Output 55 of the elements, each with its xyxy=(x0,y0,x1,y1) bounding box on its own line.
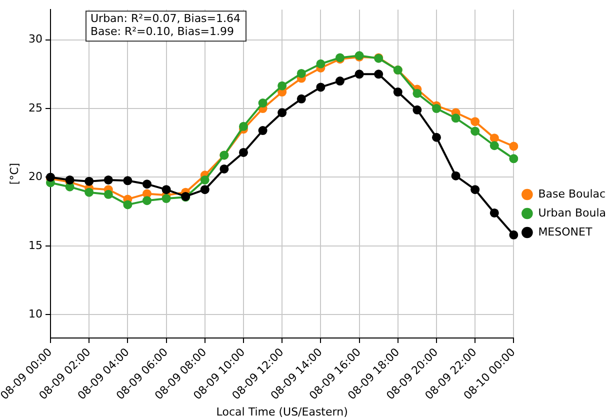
point xyxy=(374,70,384,79)
point xyxy=(104,190,113,199)
point xyxy=(162,194,171,204)
y-tick-label: 20 xyxy=(28,170,42,184)
y-tick-label: 25 xyxy=(28,101,42,114)
point xyxy=(451,114,460,123)
point xyxy=(258,126,268,136)
y-tick-label: 10 xyxy=(28,307,42,320)
point xyxy=(509,142,518,151)
point xyxy=(296,94,306,104)
point xyxy=(84,188,94,197)
legend-label: MESONET xyxy=(538,225,592,238)
point xyxy=(470,185,480,194)
point xyxy=(470,126,480,136)
annotation: Base: R²=0.10, Bias=1.99 xyxy=(90,24,234,38)
point xyxy=(220,164,229,174)
x-axis-title: Local Time (US/Eastern) xyxy=(216,405,348,418)
point xyxy=(142,180,152,189)
y-tick-label: 15 xyxy=(28,238,42,252)
point xyxy=(393,88,402,97)
point xyxy=(123,176,132,186)
point xyxy=(354,70,364,79)
point xyxy=(509,230,518,240)
y-axis-title: [°C] xyxy=(8,162,21,185)
point xyxy=(490,134,499,143)
point xyxy=(412,105,422,114)
point xyxy=(470,117,480,126)
point xyxy=(335,76,344,86)
point xyxy=(142,196,152,206)
point xyxy=(65,175,74,184)
point xyxy=(258,98,268,108)
legend-label: Base Boulac xyxy=(538,187,606,200)
point xyxy=(509,154,518,164)
point xyxy=(432,132,441,142)
point xyxy=(200,175,210,184)
point xyxy=(316,59,326,68)
point xyxy=(238,148,248,157)
point xyxy=(490,141,499,150)
point xyxy=(316,82,326,92)
point xyxy=(200,185,210,194)
y-tick-label: 30 xyxy=(28,32,42,46)
point xyxy=(278,81,287,90)
annotation: Urban: R²=0.07, Bias=1.64 xyxy=(90,12,241,25)
point xyxy=(451,171,460,180)
point xyxy=(278,108,287,118)
point xyxy=(84,176,94,186)
point xyxy=(123,200,132,210)
point xyxy=(162,185,171,194)
point xyxy=(490,208,499,218)
point xyxy=(104,175,113,184)
point xyxy=(238,122,248,131)
point xyxy=(412,88,422,98)
point xyxy=(432,104,441,114)
point xyxy=(296,68,306,78)
legend-label: Urban Boula xyxy=(538,206,606,220)
